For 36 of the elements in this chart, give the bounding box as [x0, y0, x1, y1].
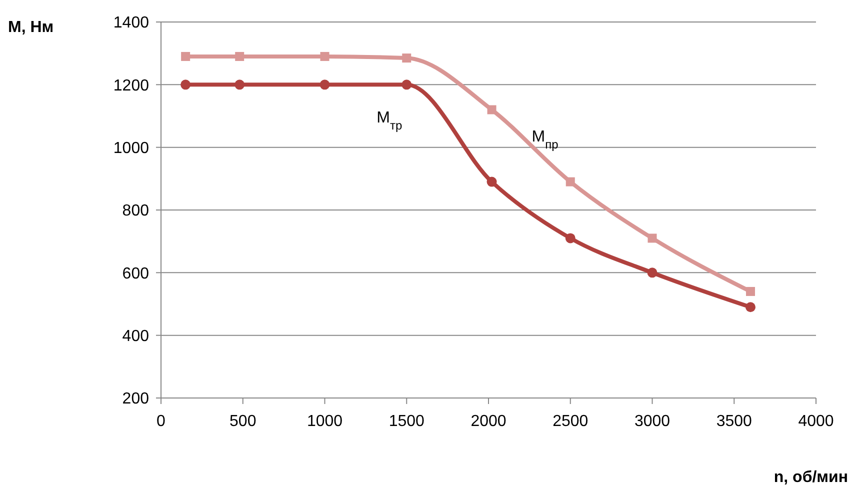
y-tick-label: 400: [122, 328, 150, 345]
x-tick-label: 1500: [388, 413, 425, 430]
x-tick-label: 500: [230, 413, 256, 430]
point: [746, 286, 755, 296]
y-tick-label: 800: [122, 202, 150, 220]
x-tick-label: 0: [156, 413, 166, 430]
point: [320, 80, 330, 90]
y-tick-label: 200: [122, 390, 150, 408]
point: [402, 54, 412, 63]
series-label: М$_{пр}$: [532, 128, 559, 152]
y-tick-label: 600: [122, 265, 150, 282]
point: [234, 80, 245, 90]
x-tick-label: 4000: [798, 413, 834, 430]
x-tick-label: 3000: [634, 413, 670, 430]
point: [180, 80, 191, 90]
x-axis-title: n, об/мин: [774, 469, 848, 486]
x-tick-label: 1000: [306, 413, 343, 430]
point: [402, 80, 412, 90]
point: [647, 268, 658, 278]
y-tick-label: 1400: [113, 14, 150, 32]
point: [320, 52, 330, 61]
y-tick-label: 1000: [113, 140, 150, 157]
x-tick-label: 3500: [716, 413, 752, 430]
point: [565, 233, 576, 244]
point: [235, 52, 244, 61]
point: [648, 234, 657, 243]
series-label: М$_{тр}$: [376, 110, 402, 133]
y-axis-title: М, Нм: [8, 19, 54, 36]
x-tick-label: 2500: [552, 413, 588, 430]
point: [487, 105, 496, 114]
x-tick-label: 2000: [470, 413, 506, 430]
point: [486, 176, 497, 187]
y-tick-label: 1200: [113, 77, 150, 94]
point: [746, 302, 756, 312]
point: [181, 52, 190, 61]
point: [566, 177, 575, 186]
